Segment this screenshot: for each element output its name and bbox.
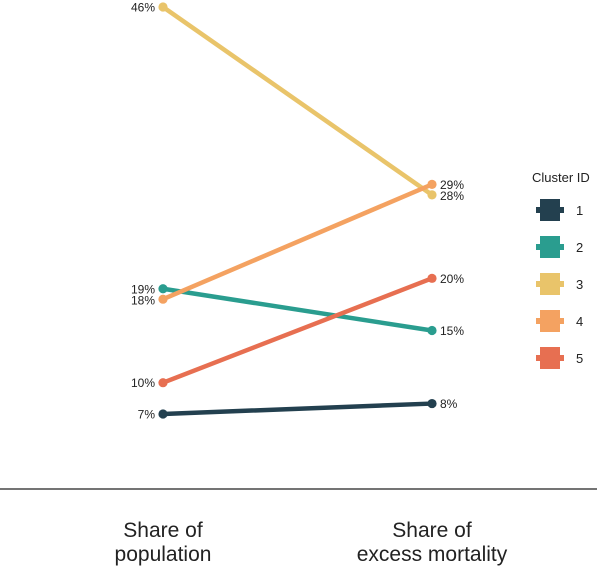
- value-label-5-mortality: 20%: [440, 272, 464, 286]
- series-line-5: [160, 276, 435, 385]
- legend-label-4: 4: [576, 314, 583, 329]
- value-labels: 46% 19%18% 10% 7% 29%28% 20% 15% 8%: [131, 1, 464, 422]
- legend-key-bar-1: [536, 207, 564, 213]
- category-label-population: Share of population: [115, 519, 212, 566]
- series-line-2: [160, 286, 435, 333]
- value-label-4-population: 18%: [131, 293, 155, 307]
- value-label-2-population: 19%: [131, 282, 155, 296]
- legend-label-3: 3: [576, 277, 583, 292]
- legend-label-1: 1: [576, 203, 583, 218]
- value-label-3-mortality: 28%: [440, 189, 464, 203]
- value-label-5-population: 10%: [131, 376, 155, 390]
- point-2-mortality: [427, 325, 437, 336]
- point-1-mortality: [427, 398, 437, 409]
- category-label-mortality: Share of excess mortality: [357, 519, 508, 566]
- point-4-mortality: [427, 179, 437, 190]
- value-label-1-mortality: 8%: [440, 397, 458, 411]
- legend-label-2: 2: [576, 240, 583, 255]
- point-3-population: [158, 2, 168, 12]
- series-line-4: [160, 182, 435, 302]
- series-line-1: [160, 401, 435, 417]
- point-5-population: [158, 378, 168, 388]
- point-5-mortality: [427, 273, 437, 283]
- legend-key-bar-5: [536, 355, 564, 361]
- point-4-population: [158, 294, 168, 304]
- point-2-population: [158, 284, 168, 294]
- legend-key-bar-2: [536, 244, 564, 250]
- legend-key-bar-3: [536, 281, 564, 287]
- category-labels: Share of population Share of excess mortali…: [115, 519, 508, 566]
- value-label-3-population: 46%: [131, 1, 155, 15]
- value-label-2-mortality: 15%: [440, 324, 464, 338]
- legend-label-5: 5: [576, 351, 583, 366]
- point-3-mortality: [427, 190, 437, 200]
- legend: Cluster ID 1 2 3 4 5: [532, 170, 590, 369]
- point-1-population: [158, 409, 168, 419]
- legend-title: Cluster ID: [532, 170, 590, 185]
- legend-key-bar-4: [536, 318, 564, 324]
- value-label-4-mortality: 29%: [440, 178, 464, 192]
- series-lines: [158, 2, 437, 419]
- value-label-1-population: 7%: [138, 408, 156, 422]
- series-line-3: [160, 4, 435, 198]
